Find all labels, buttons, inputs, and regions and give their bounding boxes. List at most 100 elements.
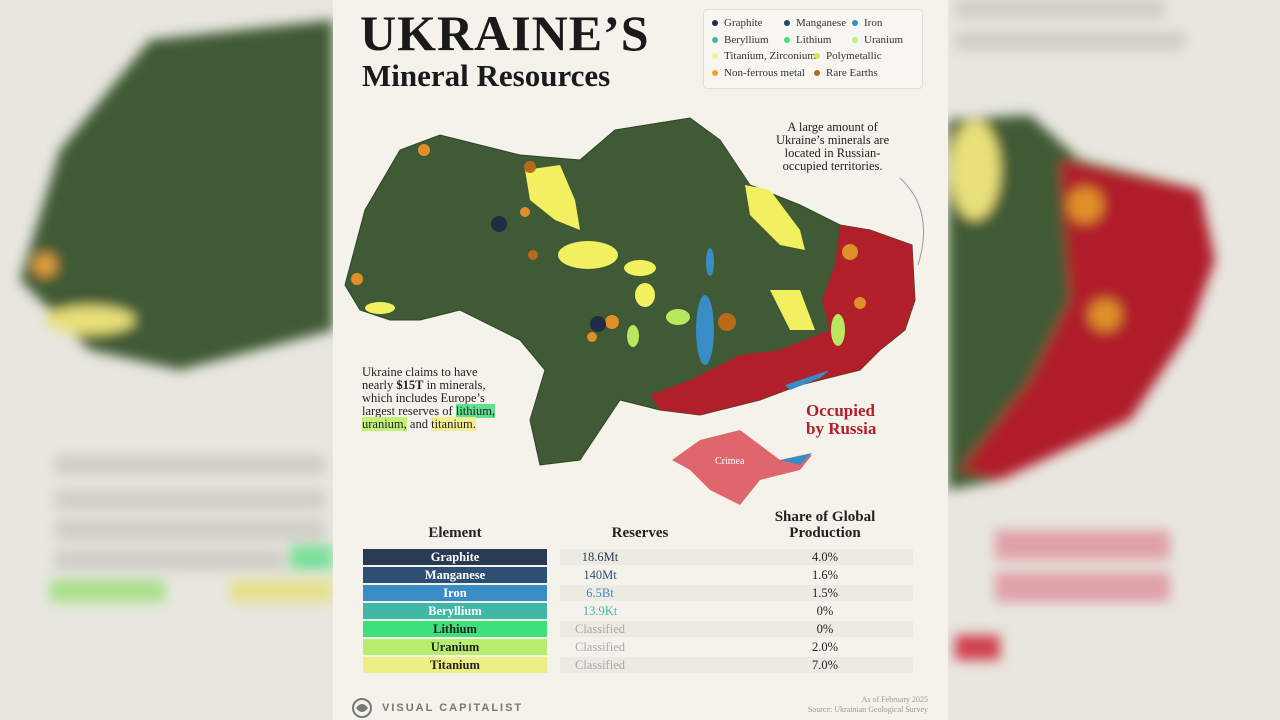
crimea-label: Crimea xyxy=(715,456,745,467)
element-cell: Beryllium xyxy=(363,603,547,619)
legend-item: Beryllium xyxy=(712,34,769,46)
element-cell: Graphite xyxy=(363,549,547,565)
table-row: Lithium Classified 0% xyxy=(363,621,913,637)
note-text: nearly xyxy=(362,378,397,392)
annotation-line xyxy=(899,177,925,266)
legend-dot xyxy=(852,36,858,43)
annotation-left: Ukraine claims to have nearly $15T in mi… xyxy=(362,365,496,431)
legend-label: Titanium, Zirconium xyxy=(724,50,816,62)
share-cell: 7.0% xyxy=(811,658,839,672)
label-line: by Russia xyxy=(806,419,877,438)
note-line: which includes Europe’s xyxy=(362,391,485,405)
share-cell: 1.6% xyxy=(811,568,839,582)
label-line: Occupied xyxy=(806,401,875,420)
note-line: nearly $15T in minerals, xyxy=(362,379,495,392)
element-cell: Iron xyxy=(363,585,547,601)
legend-label: Lithium xyxy=(796,33,832,46)
share-cell: 0% xyxy=(816,604,834,618)
legend-item: Lithium xyxy=(784,34,831,46)
legend-dot xyxy=(814,69,820,76)
element-cell: Titanium xyxy=(363,657,547,673)
table-row: Titanium Classified 7.0% xyxy=(363,657,913,673)
note-line: uranium, and titanium. xyxy=(362,417,495,431)
table-row: Iron 6.5Bt 1.5% xyxy=(363,585,913,601)
reserves-cell: Classified xyxy=(560,657,913,673)
legend-item: Iron xyxy=(852,17,882,29)
note-line: largest reserves of lithium, xyxy=(362,404,496,418)
map xyxy=(344,117,925,505)
note-text: and xyxy=(406,417,432,431)
annotation-right: A large amount of Ukraine’s minerals are l… xyxy=(776,121,889,173)
title: UKRAINE’S xyxy=(360,5,650,61)
legend-label: Non-ferrous metal xyxy=(724,66,805,79)
note-line: Ukraine’s minerals are xyxy=(776,133,890,147)
table-row: Graphite 18.6Mt 4.0% xyxy=(363,549,913,565)
share-cell: 0% xyxy=(816,622,834,636)
reserves-cell: 18.6Mt xyxy=(560,549,913,565)
footer-source: Source: Ukrainian Geological Survey xyxy=(807,705,928,714)
legend-dot xyxy=(814,53,820,59)
legend-dot xyxy=(712,36,718,43)
legend-label: Iron xyxy=(864,17,883,29)
brand-logo xyxy=(352,698,372,718)
header-line: Production xyxy=(789,525,861,541)
legend-label: Rare Earths xyxy=(826,66,878,79)
subtitle: Mineral Resources xyxy=(362,58,611,93)
legend-item: Titanium, Zirconium xyxy=(712,50,816,62)
legend-label: Polymetallic xyxy=(826,50,882,62)
legend-item: Non-ferrous metal xyxy=(712,67,805,79)
legend-item: Graphite xyxy=(712,17,762,29)
element-cell: Manganese xyxy=(363,567,547,583)
reserves-cell: 13.9Kt xyxy=(560,603,913,619)
legend-label: Uranium xyxy=(864,33,904,46)
reserves-cell: 140Mt xyxy=(560,567,913,583)
table-header: Element xyxy=(428,525,482,541)
table-row: Manganese 140Mt 1.6% xyxy=(363,567,913,583)
legend-item: Rare Earths xyxy=(814,67,878,79)
note-line: A large amount of xyxy=(787,120,878,134)
legend-dot xyxy=(712,20,718,26)
brand: VISUAL CAPITALIST xyxy=(382,702,524,714)
note-line: Ukraine claims to have xyxy=(362,365,478,379)
legend-dot xyxy=(784,36,790,43)
crimea xyxy=(672,430,812,505)
blurred-right xyxy=(948,0,1215,660)
legend: Graphite Manganese Iron Beryllium Lithium Ura… xyxy=(703,9,923,89)
note-line: occupied territories. xyxy=(782,159,883,173)
blurred-left xyxy=(20,20,333,602)
occupied-label: Occupied by Russia xyxy=(806,402,876,438)
note-highlight: uranium, xyxy=(362,417,407,431)
reserves-cell: 6.5Bt xyxy=(560,585,913,601)
legend-item: Uranium xyxy=(852,34,903,46)
titanium-deposits xyxy=(365,165,815,330)
table-header: Share of Global Production xyxy=(735,509,915,541)
legend-item: Manganese xyxy=(784,17,846,29)
legend-dot xyxy=(852,20,858,26)
footer-date: As of February 2025 xyxy=(861,695,928,704)
element-cell: Uranium xyxy=(363,639,547,655)
legend-label: Graphite xyxy=(724,17,763,29)
legend-label: Beryllium xyxy=(724,33,769,46)
note-highlight: lithium, xyxy=(455,404,496,418)
share-cell: 1.5% xyxy=(811,586,839,600)
occupied-territory xyxy=(650,225,915,415)
reserves-cell: Classified xyxy=(560,639,913,655)
note-text: $15T xyxy=(396,378,424,392)
footer-notes: As of February 2025 Source: Ukrainian Ge… xyxy=(808,695,928,715)
share-cell: 2.0% xyxy=(811,640,839,654)
legend-label: Manganese xyxy=(796,17,847,29)
note-highlight: titanium. xyxy=(431,417,476,431)
legend-item: Polymetallic xyxy=(814,50,882,62)
reserves-cell: Classified xyxy=(560,621,913,637)
legend-dot xyxy=(784,20,790,26)
note-text: in minerals, xyxy=(423,378,486,392)
table-row: Uranium Classified 2.0% xyxy=(363,639,913,655)
note-text: largest reserves of xyxy=(362,404,456,418)
table-row: Beryllium 13.9Kt 0% xyxy=(363,603,913,619)
share-cell: 4.0% xyxy=(811,550,839,564)
table-header: Reserves xyxy=(611,525,669,541)
header-line: Share of Global xyxy=(774,509,876,525)
legend-dot xyxy=(712,69,718,76)
